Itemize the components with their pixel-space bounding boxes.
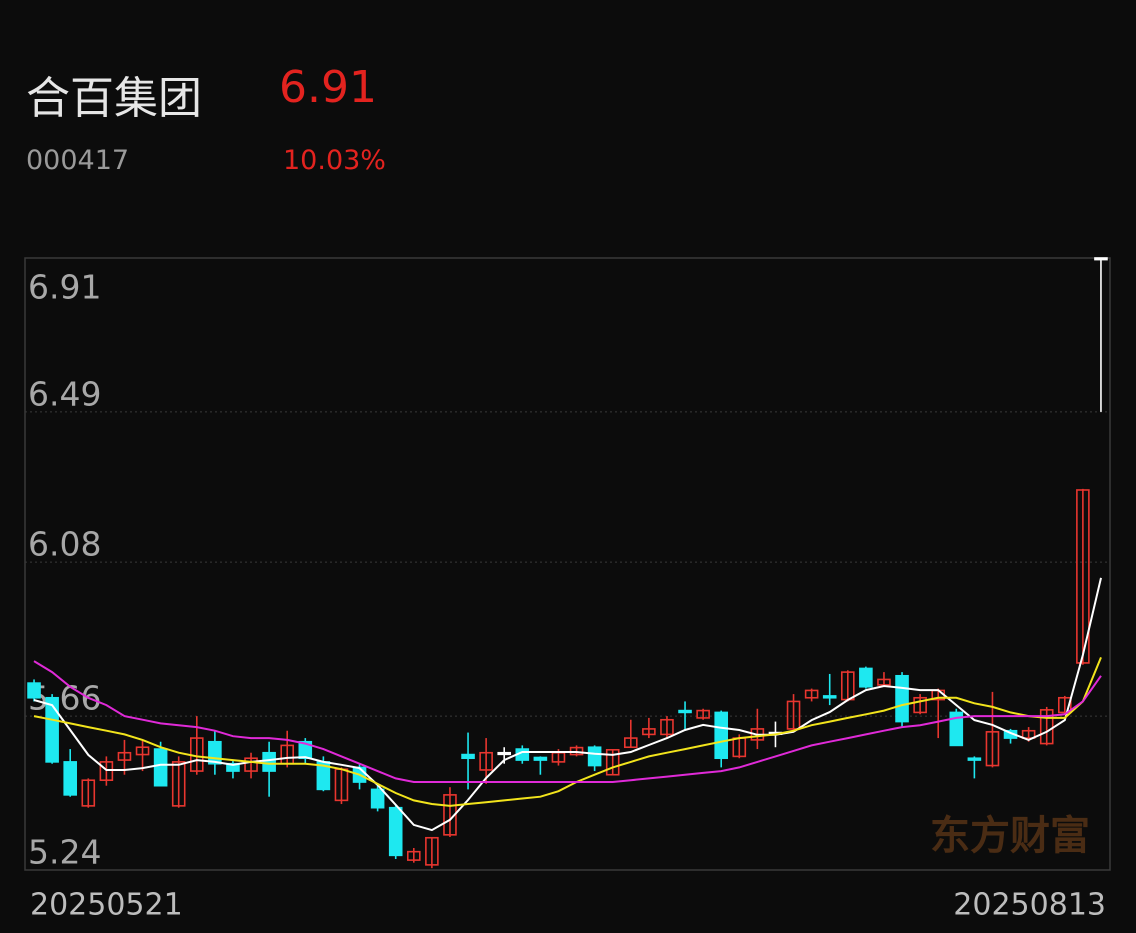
y-tick-label: 6.49 [28, 374, 101, 413]
candle-body [479, 751, 493, 771]
candle-body [642, 728, 656, 736]
candle-body [117, 751, 132, 761]
candle-body [153, 748, 168, 787]
candle-body [913, 696, 927, 714]
candle-body [967, 757, 982, 761]
candle-body [949, 711, 964, 747]
candle-body [443, 794, 457, 836]
candle-body [877, 678, 891, 686]
stock-name: 合百集团 [26, 73, 202, 124]
candle-body [678, 709, 692, 714]
candle-body [1076, 489, 1090, 664]
candle-body [298, 740, 313, 760]
y-tick-label: 6.91 [28, 268, 101, 307]
candle-body [660, 718, 674, 736]
candle-body [406, 850, 421, 861]
candle-body [461, 753, 475, 760]
price-change: 10.03% [283, 145, 386, 176]
candle-body [696, 709, 710, 719]
moving-average-line [33, 657, 1102, 807]
y-tick-label: 5.24 [28, 833, 101, 872]
moving-average-line [33, 660, 1102, 783]
candle-body [388, 806, 403, 857]
candle-body [262, 751, 276, 772]
candle-body [497, 751, 512, 756]
candle-body [623, 737, 638, 749]
candle-body [1039, 709, 1054, 745]
moving-average-line [33, 577, 1102, 832]
candle-body [244, 757, 258, 772]
candle-body [605, 748, 620, 776]
candle-body [27, 682, 41, 699]
candle-body [804, 689, 819, 699]
candle-body [63, 761, 78, 796]
candle-body [895, 674, 909, 723]
candle-body [1057, 696, 1072, 714]
candle-body [714, 711, 729, 760]
candle-body [45, 696, 59, 763]
candle-body [370, 788, 385, 809]
candle-body [208, 740, 222, 765]
candle-body [135, 746, 150, 756]
candle-body [859, 667, 873, 688]
candle-body [99, 761, 114, 782]
stock-price: 6.91 [279, 62, 377, 113]
candle-body [425, 836, 439, 866]
y-tick-label: 6.08 [28, 525, 101, 564]
stock-code: 000417 [26, 145, 130, 176]
x-tick-label: 20250813 [953, 888, 1106, 923]
candle-body [1021, 729, 1036, 739]
candle-body [81, 779, 96, 807]
candle-body [226, 762, 240, 772]
candle-body [822, 695, 837, 699]
x-tick-label: 20250521 [30, 888, 183, 923]
candle-body [786, 700, 801, 730]
candle-body [171, 761, 186, 807]
plot-frame [24, 257, 1111, 871]
watermark: 东方财富 [930, 813, 1090, 859]
candle-body [587, 746, 602, 767]
candle-body [985, 731, 1000, 767]
candle-body [1094, 257, 1108, 261]
candle-body [533, 756, 548, 761]
